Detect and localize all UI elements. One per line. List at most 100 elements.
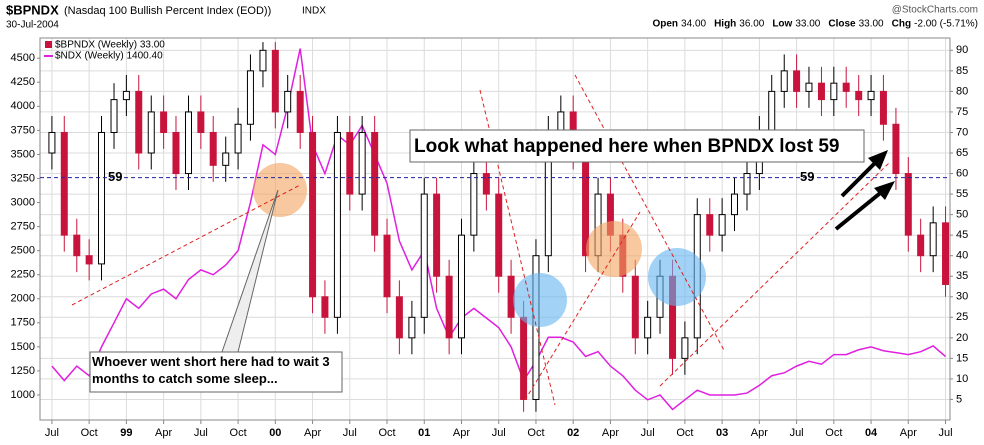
- candle-body: [420, 193, 428, 318]
- quote-value: 33.00: [859, 19, 884, 30]
- candle-body: [706, 214, 714, 236]
- y2-tick-label: 85: [956, 65, 968, 77]
- candle-body: [284, 90, 292, 113]
- candle-body: [457, 234, 465, 339]
- candle-body: [879, 90, 887, 125]
- candle-body: [644, 316, 652, 339]
- candle-body: [48, 131, 56, 154]
- exchange: INDX: [302, 6, 326, 17]
- candle-body: [793, 70, 801, 92]
- x-tick-label: Jul: [45, 427, 59, 439]
- y-tick-label: 1250: [11, 365, 35, 377]
- y2-tick-label: 60: [956, 167, 968, 179]
- line-series: [51, 48, 947, 411]
- quote-label: Close: [828, 19, 856, 30]
- y-tick-label: 3500: [11, 148, 35, 160]
- candle-body: [942, 222, 950, 285]
- quote-label: Chg: [892, 19, 911, 30]
- candle-body: [160, 111, 168, 133]
- candle-body: [271, 49, 279, 113]
- callout-box: [89, 351, 343, 393]
- candle-body: [395, 296, 403, 339]
- circle: [513, 273, 567, 327]
- y2-tick-label: 75: [956, 106, 968, 118]
- date: 30-Jul-2004: [6, 20, 59, 31]
- y-tick-label: 3250: [11, 172, 35, 184]
- candle-body: [929, 222, 937, 257]
- candle-body: [234, 123, 242, 154]
- x-tick-label: Oct: [676, 427, 693, 439]
- legend-swatch: [45, 41, 52, 48]
- candle-body: [358, 131, 366, 195]
- x-tick-label: 00: [269, 427, 281, 439]
- y2-tick-label: 90: [956, 44, 968, 56]
- x-tick-label: Jul: [194, 427, 208, 439]
- candle-body: [445, 275, 453, 339]
- x-tick-label: Apr: [304, 427, 321, 439]
- x-tick-label: 01: [418, 427, 430, 439]
- quote-value: 33.00: [795, 19, 820, 30]
- source: @StockCharts.com: [892, 5, 978, 16]
- arrows: [834, 150, 895, 231]
- candle-body: [482, 173, 490, 195]
- x-tick-label: Apr: [453, 427, 470, 439]
- candle-body: [917, 234, 925, 257]
- y2-tick-label: 55: [956, 188, 968, 200]
- candle-body: [817, 82, 825, 101]
- candle-body: [222, 152, 230, 166]
- candle-body: [147, 111, 155, 154]
- y2-tick-label: 20: [956, 332, 968, 344]
- candle-body: [321, 296, 329, 318]
- arrow-head: [868, 150, 888, 170]
- y2-tick-label: 45: [956, 229, 968, 241]
- candle-body: [172, 131, 180, 175]
- candle-body: [904, 173, 912, 236]
- legend-label: $NDX (Weekly) 1400.40: [55, 51, 163, 62]
- candle-body: [780, 70, 788, 92]
- candle-body: [631, 275, 639, 339]
- candle-body: [209, 131, 217, 166]
- quote-label: Open: [652, 19, 678, 30]
- x-tick-label: Oct: [81, 427, 98, 439]
- circle: [586, 221, 642, 277]
- y2-tick-label: 5: [956, 393, 962, 405]
- arrow: [840, 158, 880, 198]
- y2-tick-label: 15: [956, 352, 968, 364]
- circle: [253, 163, 307, 217]
- callout-text: Whoever went short here had to wait 3 mo…: [92, 354, 330, 386]
- candle-body: [371, 131, 379, 236]
- candle-body: [383, 234, 391, 298]
- candle-body: [433, 193, 441, 277]
- y-tick-label: 4500: [11, 52, 35, 64]
- quote: -2.00 (-5.71%)Chg33.00Close33.00Low36.00…: [652, 19, 978, 30]
- candle-body: [867, 90, 875, 101]
- candle-body: [495, 193, 503, 277]
- arrow-head: [874, 181, 895, 200]
- y2-tick-label: 65: [956, 147, 968, 159]
- candle-body: [855, 90, 863, 101]
- candle-body: [85, 255, 93, 265]
- chart-title: $BPNDX: [6, 2, 59, 17]
- x-tick-label: Jul: [790, 427, 804, 439]
- x-tick-label: Apr: [900, 427, 917, 439]
- x-tick-label: 04: [865, 427, 878, 439]
- plot-frame: [39, 37, 951, 421]
- quote-value: -2.00 (-5.71%): [914, 19, 978, 30]
- y-tick-label: 4250: [11, 76, 35, 88]
- highlight-circles: [253, 163, 706, 327]
- candle-body: [309, 131, 317, 298]
- y-tick-label: 4000: [11, 100, 35, 112]
- x-tick-label: Jul: [939, 427, 953, 439]
- candle-body: [408, 316, 416, 339]
- candle-body: [346, 131, 354, 195]
- candle-body: [532, 255, 540, 400]
- x-tick-label: Oct: [378, 427, 395, 439]
- arrow: [834, 188, 886, 231]
- y-tick-label: 3000: [11, 196, 35, 208]
- callout-2: Whoever went short here had to wait 3 mo…: [89, 189, 343, 393]
- x-tick-label: 02: [567, 427, 579, 439]
- candle-body: [259, 49, 267, 72]
- x-tick-label: Oct: [825, 427, 842, 439]
- candle-body: [557, 111, 565, 133]
